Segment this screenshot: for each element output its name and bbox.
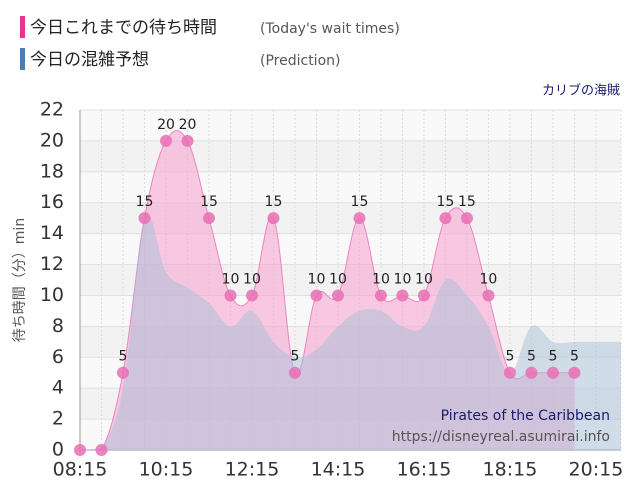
data-label: 20 <box>179 117 197 133</box>
point <box>460 212 473 225</box>
data-label: 5 <box>548 349 557 365</box>
data-label: 10 <box>308 271 326 287</box>
y-tick-label: 18 <box>40 160 64 182</box>
data-label: 5 <box>119 349 128 365</box>
x-tick-label: 10:15 <box>139 459 194 481</box>
data-label: 15 <box>437 194 455 210</box>
point <box>417 289 430 302</box>
point <box>74 444 86 456</box>
y-tick-label: 22 <box>40 99 64 121</box>
point <box>331 289 344 302</box>
data-label: 5 <box>505 349 514 365</box>
point <box>546 366 559 379</box>
data-label: 10 <box>480 271 498 287</box>
data-label: 10 <box>243 271 261 287</box>
y-tick-label: 6 <box>52 346 64 368</box>
x-tick-label: 08:15 <box>53 459 108 481</box>
point <box>138 212 151 225</box>
y-tick-label: 16 <box>40 191 64 213</box>
point <box>288 366 301 379</box>
x-tick-label: 14:15 <box>311 459 366 481</box>
point <box>396 289 409 302</box>
point <box>568 366 581 379</box>
data-label: 10 <box>372 271 390 287</box>
point <box>116 366 129 379</box>
y-tick-label: 4 <box>52 377 64 399</box>
point <box>439 212 452 225</box>
data-label: 5 <box>527 349 536 365</box>
watermark: Pirates of the Caribbean <box>441 408 610 424</box>
x-tick-label: 20:15 <box>569 459 624 481</box>
x-tick-label: 16:15 <box>397 459 452 481</box>
y-tick-label: 20 <box>40 129 64 151</box>
data-label: 5 <box>570 349 579 365</box>
legend-label: 今日の混雑予想 <box>30 50 149 70</box>
y-tick-label: 12 <box>40 253 64 275</box>
point <box>95 444 108 456</box>
point <box>267 212 280 225</box>
y-axis-label: 待ち時間（分）min <box>12 218 28 342</box>
watermark: https://disneyreal.asumirai.info <box>392 429 610 445</box>
data-label: 15 <box>136 194 154 210</box>
point <box>374 289 387 302</box>
data-label: 10 <box>394 271 412 287</box>
data-label: 15 <box>265 194 283 210</box>
y-tick-label: 14 <box>40 222 64 244</box>
data-label: 15 <box>458 194 476 210</box>
x-tick-label: 18:15 <box>483 459 538 481</box>
point <box>202 212 215 225</box>
data-label: 20 <box>157 117 175 133</box>
chart-title: カリブの海賊 <box>542 83 620 99</box>
y-tick-label: 10 <box>40 284 64 306</box>
point <box>181 134 194 147</box>
legend-swatch <box>20 16 25 38</box>
legend-note: (Prediction) <box>260 53 340 69</box>
point <box>503 366 516 379</box>
point <box>310 289 323 302</box>
data-label: 15 <box>200 194 218 210</box>
area <box>80 213 621 450</box>
data-label: 10 <box>222 271 240 287</box>
point <box>159 134 172 147</box>
point <box>224 289 237 302</box>
data-label: 15 <box>351 194 369 210</box>
legend-note: (Today's wait times) <box>260 21 400 37</box>
point <box>245 289 258 302</box>
point <box>353 212 366 225</box>
point <box>482 289 495 302</box>
y-tick-label: 8 <box>52 315 64 337</box>
legend-swatch <box>20 48 25 70</box>
data-label: 5 <box>291 349 300 365</box>
x-tick-label: 12:15 <box>225 459 280 481</box>
data-label: 10 <box>329 271 347 287</box>
y-tick-label: 2 <box>52 408 64 430</box>
plot: 0 2 4 6 8 10 12 14 16 18 20 22 08:15 10:15 12:15 14:15 1… <box>40 99 623 481</box>
legend-label: 今日これまでの待ち時間 <box>30 18 217 38</box>
y-tick-label: 0 <box>52 439 64 461</box>
data-label: 10 <box>415 271 433 287</box>
point <box>525 366 538 379</box>
